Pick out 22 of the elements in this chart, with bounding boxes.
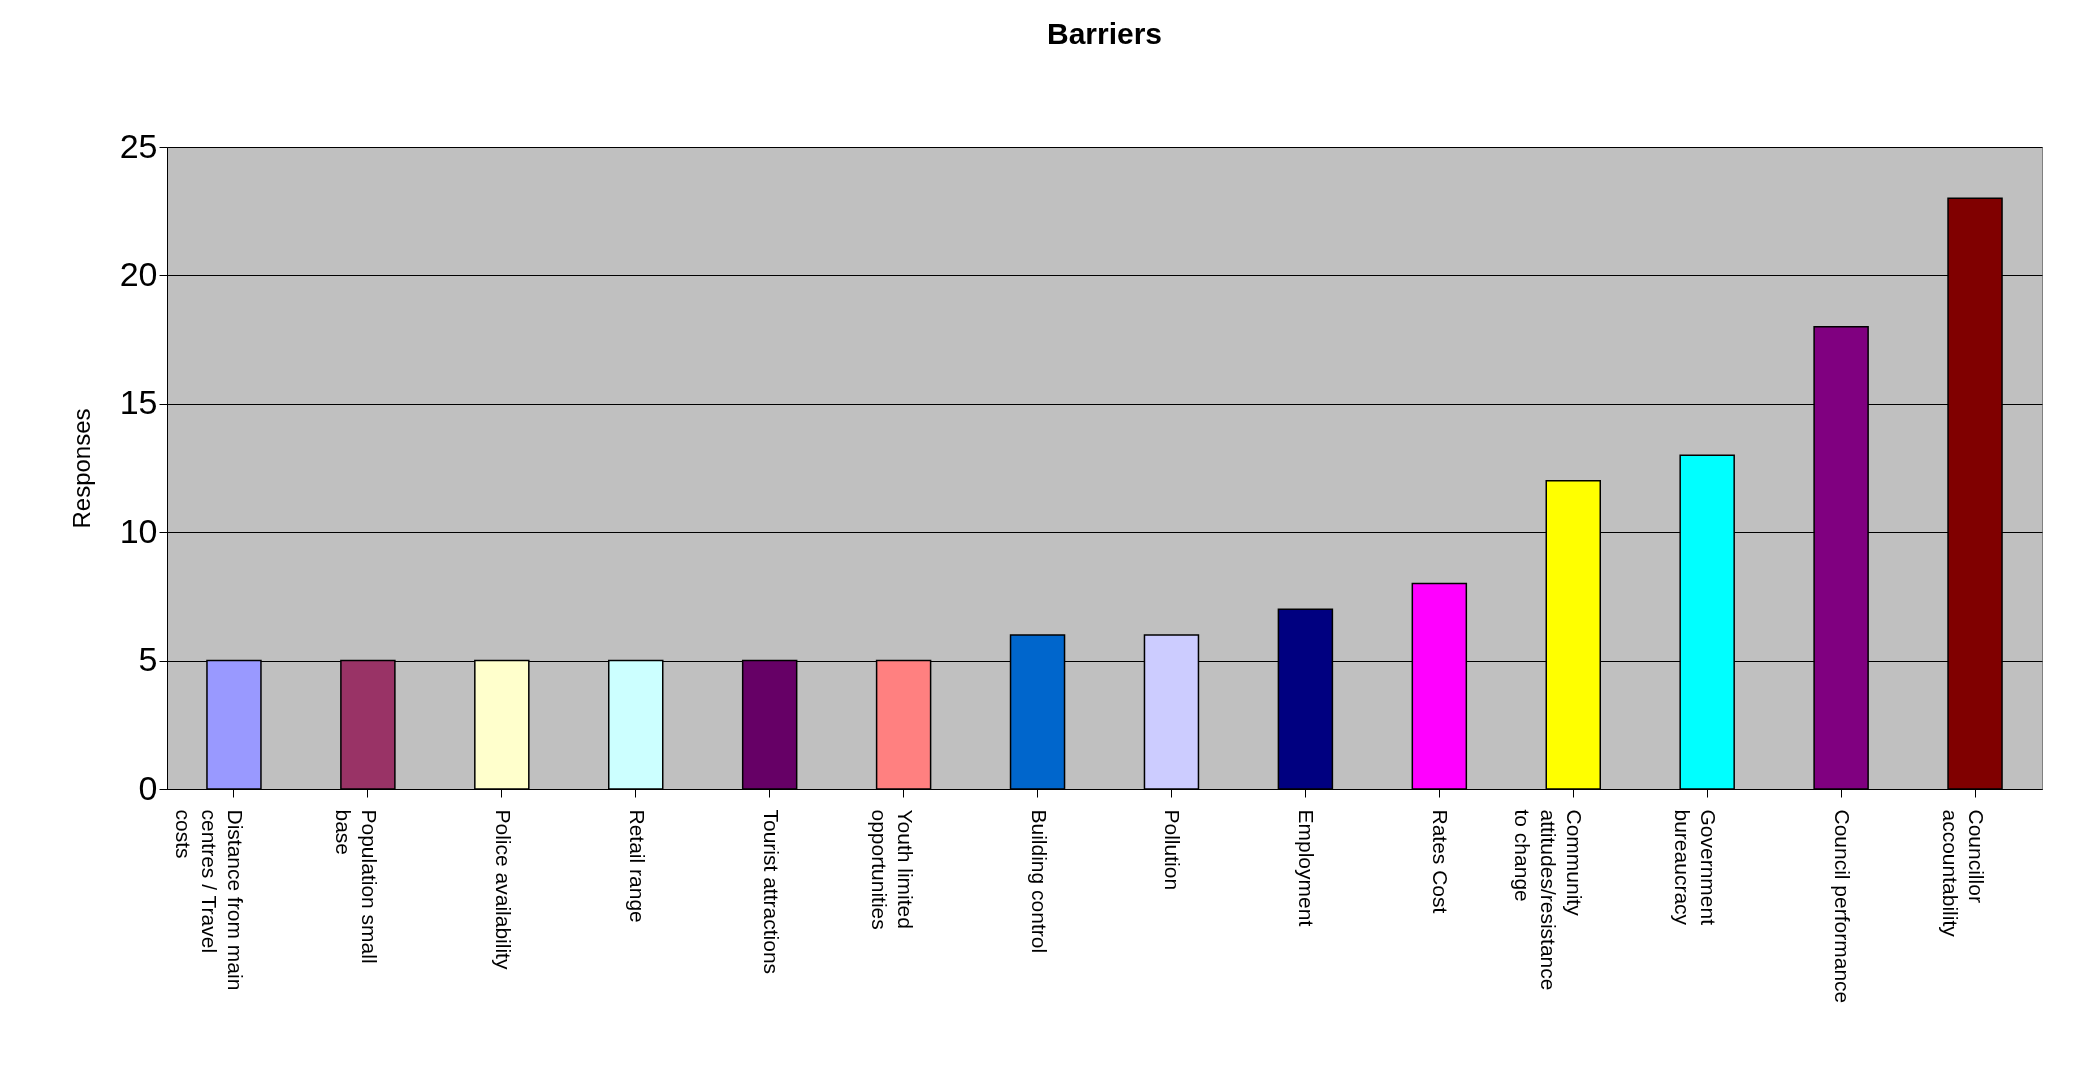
- y-tick-label: 5: [138, 640, 158, 679]
- x-tick-label: Employment: [1295, 809, 1319, 927]
- x-tick-label: Building control: [1027, 809, 1051, 954]
- x-tick-label: Tourist attractions: [759, 809, 783, 975]
- x-tick-label: Rates Cost: [1429, 809, 1453, 914]
- y-tick-label: 25: [119, 126, 158, 165]
- y-tick-label: 0: [138, 768, 158, 807]
- y-tick-label: 15: [119, 383, 158, 422]
- x-tick-label: Council performance: [1831, 809, 1855, 1004]
- y-axis-title: Responses: [67, 408, 95, 529]
- chart-title: Barriers: [1046, 17, 1163, 50]
- x-tick-label: Retail range: [625, 809, 649, 923]
- x-tick-label: Community attitudes/resistance to change: [1511, 809, 1587, 991]
- y-tick-label: 20: [119, 254, 158, 293]
- x-tick-label: Councillor accountability: [1939, 809, 1989, 938]
- x-tick-label: Police availability: [491, 809, 515, 970]
- y-tick-label: 10: [119, 511, 158, 550]
- x-tick-label: Youth limited opportunities: [867, 809, 917, 930]
- x-tick-label: Population small base: [331, 809, 381, 964]
- x-tick-label: Distance from main centres / Travel costs: [171, 809, 247, 991]
- x-tick-label: Pollution: [1161, 809, 1185, 891]
- x-tick-label: Government bureaucracy: [1671, 809, 1721, 926]
